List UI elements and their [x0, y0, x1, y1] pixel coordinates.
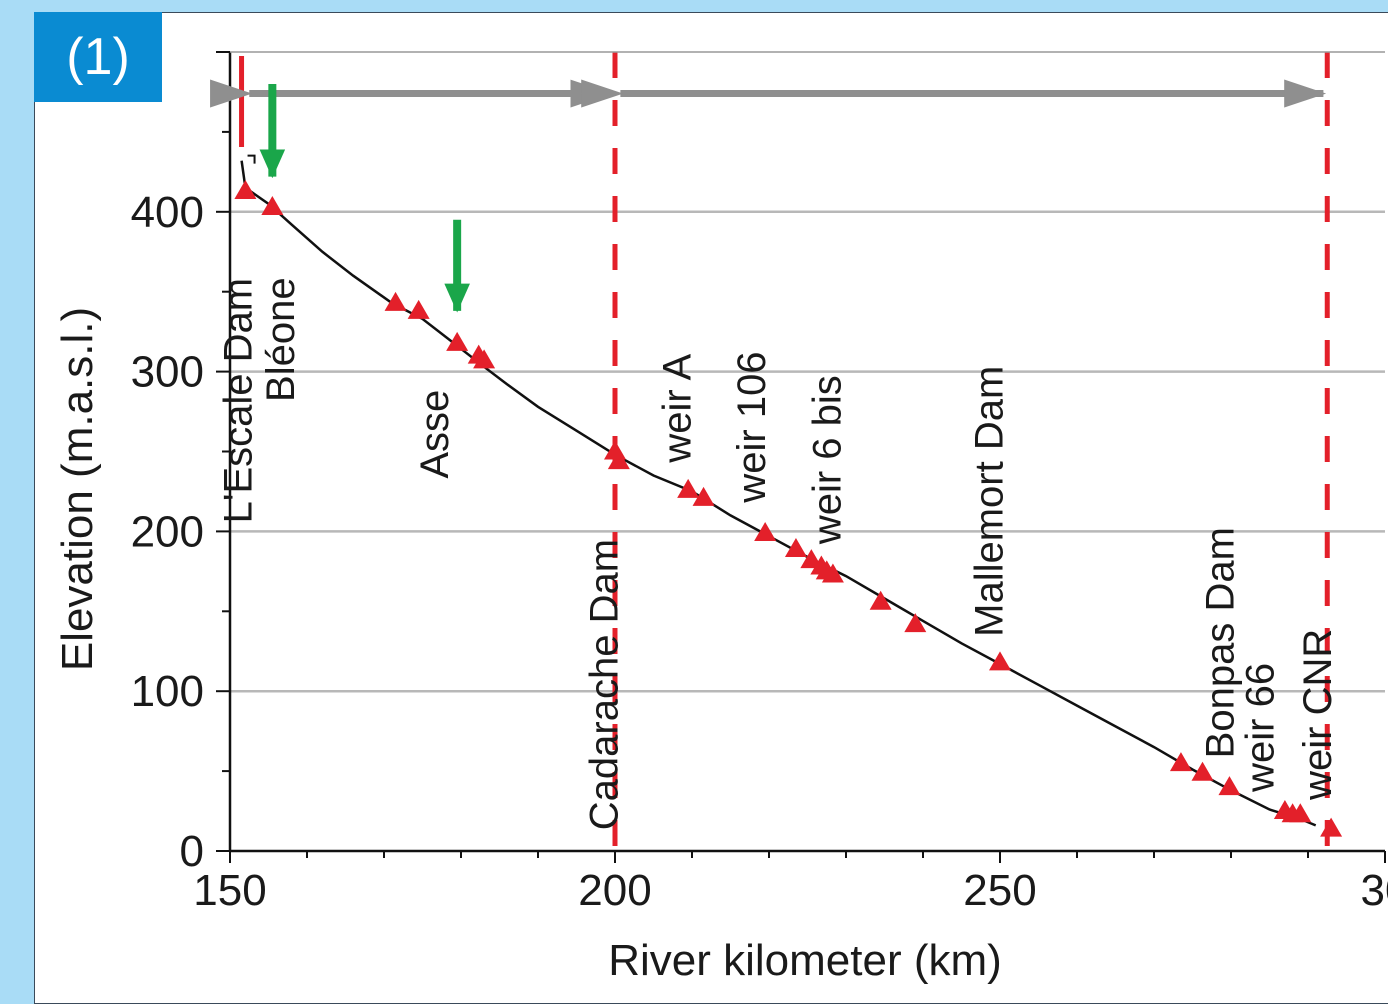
- structure-marker: [754, 521, 777, 541]
- structure-label: Bonpas Dam: [1198, 527, 1242, 758]
- structure-label: weir 106: [730, 351, 774, 503]
- structure-marker: [446, 331, 469, 351]
- panel-label: (1): [34, 12, 162, 102]
- structure-label: Bléone: [259, 277, 303, 402]
- structure-marker: [692, 486, 715, 506]
- structure-label: L'Escale Dam: [217, 278, 261, 524]
- structure-marker: [989, 651, 1011, 671]
- structure-label: weir A: [655, 353, 699, 463]
- structure-marker: [1320, 817, 1343, 837]
- structure-marker: [1191, 761, 1214, 781]
- structure-marker: [869, 590, 892, 610]
- y-tick-label: 200: [131, 507, 204, 556]
- structure-marker: [607, 450, 630, 470]
- x-axis-label: River kilometer (km): [608, 936, 1002, 985]
- structure-marker: [1169, 752, 1192, 772]
- structure-marker: [1289, 803, 1312, 823]
- structure-marker: [261, 196, 284, 216]
- x-tick-label: 200: [578, 866, 651, 915]
- structure-marker: [384, 291, 407, 311]
- structure-marker: [234, 180, 257, 200]
- y-tick-label: 100: [131, 667, 204, 716]
- structure-label: Cadarache Dam: [582, 539, 626, 830]
- structure-label: weir 6 bis: [806, 375, 850, 545]
- structure-marker: [1218, 776, 1241, 796]
- y-tick-label: 300: [131, 348, 204, 397]
- x-tick-label: 250: [963, 866, 1036, 915]
- profile-line-layer: [240, 154, 1317, 827]
- axes: 0 100 200 300 400 150 200 250 30: [131, 51, 1388, 915]
- structure-marker: [473, 349, 496, 369]
- structure-label: Mallemort Dam: [967, 366, 1011, 637]
- dam-step: [247, 154, 256, 164]
- structure-marker: [904, 613, 927, 633]
- structure-label: weir 66: [1238, 663, 1282, 793]
- marker-layer: [234, 180, 1343, 837]
- grid-lines: [230, 210, 1385, 693]
- x-tick-label: 150: [193, 866, 266, 915]
- structure-marker: [821, 563, 844, 583]
- structure-label: weir CNR: [1296, 629, 1340, 801]
- y-tick-label: 400: [131, 188, 204, 237]
- structure-marker: [784, 537, 807, 557]
- structure-marker: [677, 478, 700, 498]
- structure-marker: [407, 299, 430, 319]
- y-axis-label: Elevation (m.a.s.l.): [53, 307, 102, 671]
- elevation-profile-line: [240, 160, 1317, 827]
- y-tick-label: 0: [180, 827, 204, 876]
- x-tick-label: 30: [1361, 866, 1388, 915]
- reference-lines: [239, 52, 1330, 851]
- structure-label: Asse: [413, 390, 457, 479]
